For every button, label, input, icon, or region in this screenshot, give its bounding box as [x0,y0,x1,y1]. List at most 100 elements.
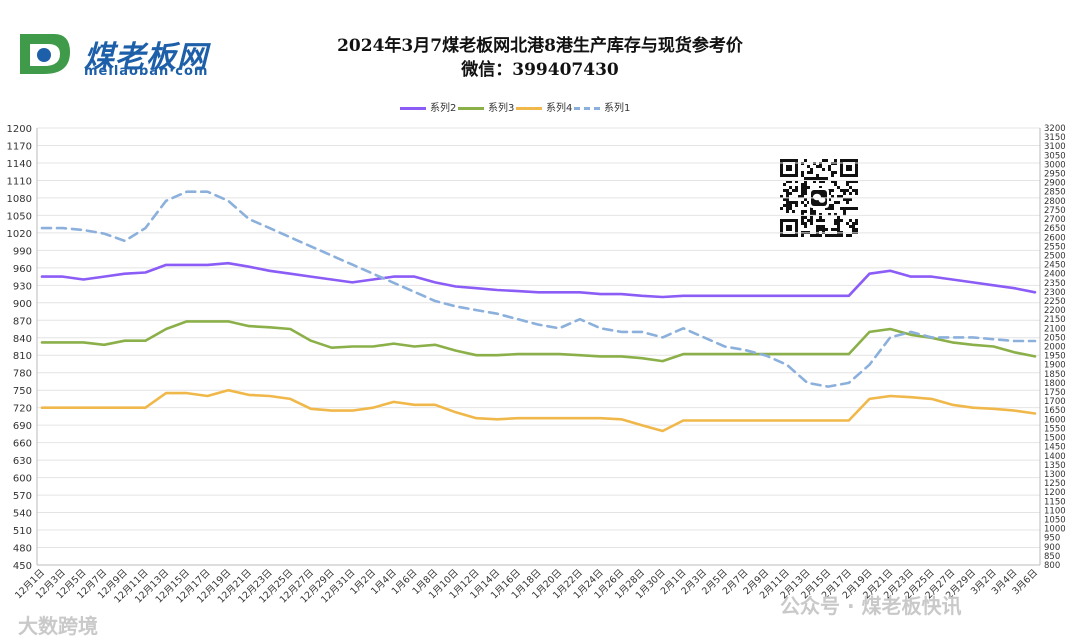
y-left-tick-label: 810 [13,351,32,362]
y-right-tick-label: 1950 [1044,352,1066,362]
y-left-tick-label: 780 [13,369,32,380]
y-right-tick-label: 850 [1044,552,1060,562]
y-right-tick-label: 3150 [1044,133,1066,143]
legend-swatch [574,106,600,110]
y-left-tick-label: 960 [13,264,32,275]
legend-item: 系列3 [458,99,514,114]
logo-mark-icon [20,34,70,74]
legend-swatch [458,106,484,110]
y-left-tick-label: 690 [13,421,32,432]
legend-label: 系列1 [604,103,631,114]
y-right-tick-label: 1550 [1044,424,1066,434]
y-right-tick-label: 1050 [1044,515,1066,525]
y-left-tick-label: 870 [13,316,32,327]
y-left-tick-label: 1110 [7,176,32,187]
y-right-tick-label: 800 [1044,561,1060,571]
y-left-tick-label: 1020 [7,229,32,240]
y-left-tick-label: 540 [13,509,32,520]
y-right-tick-label: 3100 [1044,142,1066,152]
y-right-tick-label: 2400 [1044,270,1066,280]
y-right-tick-label: 2650 [1044,224,1066,234]
legend-item: 系列2 [400,99,456,114]
y-right-tick-label: 2450 [1044,261,1066,271]
y-right-tick-label: 1600 [1044,415,1066,425]
chart-title: 2024年3月7煤老板网北港8港生产库存与现货参考价 微信：399407430 [230,34,850,82]
y-right-tick-label: 2850 [1044,188,1066,198]
y-left-tick-label: 900 [13,299,32,310]
legend-label: 系列4 [546,103,573,114]
series-line-系列4 [40,388,1037,433]
y-right-tick-label: 1800 [1044,379,1066,389]
watermark-left: 大数跨境 [18,614,98,638]
y-right-tick-label: 3000 [1044,160,1066,170]
y-right-tick-label: 1100 [1044,506,1066,516]
y-left-tick-label: 930 [13,281,32,292]
y-right-tick-label: 2550 [1044,242,1066,252]
y-right-tick-label: 1300 [1044,470,1066,480]
logo: 煤老板网 meilaoban·com [14,26,244,82]
y-left-tick-label: 1050 [7,211,32,222]
legend-swatch [400,106,426,110]
y-left-tick-label: 570 [13,491,32,502]
y-left-tick-label: 1200 [7,124,32,135]
y-left-tick-label: 630 [13,456,32,467]
legend-label: 系列2 [430,103,457,114]
y-right-tick-label: 2950 [1044,170,1066,180]
y-right-tick-label: 1350 [1044,461,1066,471]
y-left-tick-label: 600 [13,474,32,485]
y-left-tick-label: 660 [13,439,32,450]
y-right-tick-label: 2350 [1044,279,1066,289]
y-right-tick-label: 2300 [1044,288,1066,298]
y-left-tick-label: 990 [13,246,32,257]
series-line-系列1 [40,190,1037,388]
logo-name: 煤老板网 [84,40,208,75]
y-right-tick-label: 1450 [1044,443,1066,453]
y-right-tick-label: 2100 [1044,324,1066,334]
y-right-tick-label: 2150 [1044,315,1066,325]
legend-label: 系列3 [488,103,515,114]
y-right-tick-label: 2800 [1044,197,1066,207]
y-left-tick-label: 450 [13,561,32,572]
y-right-tick-label: 1250 [1044,479,1066,489]
y-right-tick-label: 1700 [1044,397,1066,407]
grid-lines [37,127,1040,566]
y-right-tick-label: 1200 [1044,488,1066,498]
y-right-tick-label: 2200 [1044,306,1066,316]
y-axis-right: 8008509009501000105011001150120012501300… [1039,124,1066,571]
y-right-tick-label: 2250 [1044,297,1066,307]
y-left-tick-label: 750 [13,386,32,397]
y-right-tick-label: 3050 [1044,151,1066,161]
y-left-tick-label: 720 [13,404,32,415]
legend-item: 系列4 [516,99,572,114]
y-left-tick-label: 1170 [7,141,32,152]
y-right-tick-label: 1500 [1044,434,1066,444]
y-right-tick-label: 2050 [1044,333,1066,343]
y-right-tick-label: 900 [1044,543,1060,553]
y-left-tick-label: 480 [13,544,32,555]
y-right-tick-label: 1400 [1044,452,1066,462]
y-left-tick-label: 840 [13,334,32,345]
y-right-tick-label: 3200 [1044,124,1066,134]
y-right-tick-label: 1150 [1044,497,1066,507]
series-lines [40,190,1037,433]
y-right-tick-label: 1750 [1044,388,1066,398]
y-right-tick-label: 1850 [1044,370,1066,380]
y-right-tick-label: 2000 [1044,343,1066,353]
title-line-1: 2024年3月7煤老板网北港8港生产库存与现货参考价 [337,36,743,56]
legend-swatch [516,106,542,110]
y-left-tick-label: 510 [13,526,32,537]
y-right-tick-label: 1000 [1044,525,1066,535]
legend-item: 系列1 [574,99,630,114]
y-right-tick-label: 950 [1044,534,1060,544]
y-right-tick-label: 2600 [1044,233,1066,243]
y-right-tick-label: 2900 [1044,179,1066,189]
y-right-tick-label: 1650 [1044,406,1066,416]
title-line-2: 微信：399407430 [461,60,619,80]
series-line-系列3 [40,320,1037,363]
series-line-系列2 [40,261,1037,299]
logo-url: meilaoban·com [84,64,209,79]
y-left-tick-label: 1080 [7,194,32,205]
y-axis-left: 450 480 510 540 570 600 630 660 690 720 750 780 810 8… [7,124,38,572]
